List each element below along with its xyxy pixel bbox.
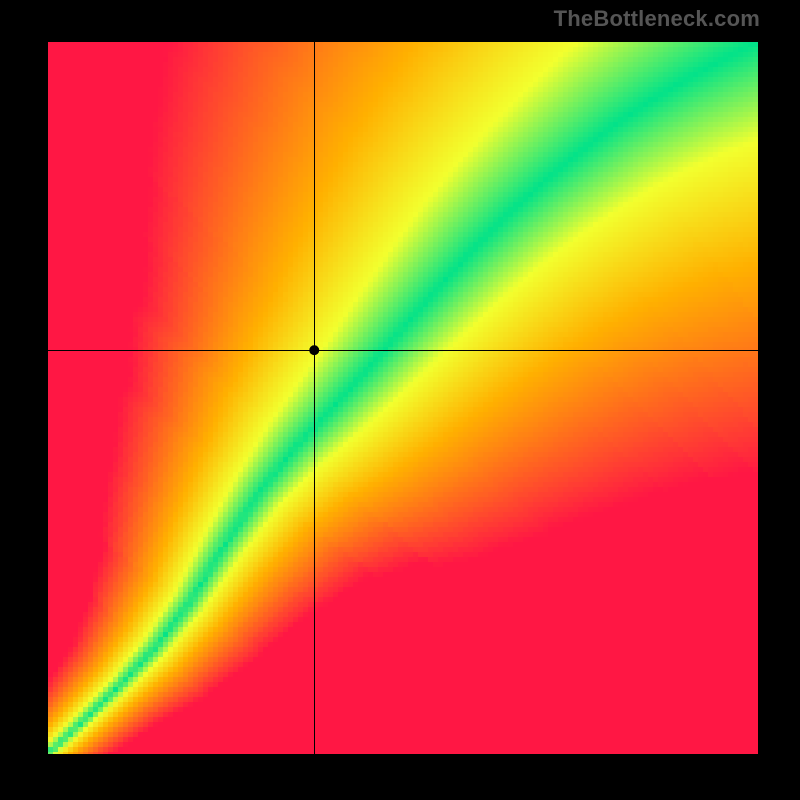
- bottleneck-heatmap: [48, 42, 758, 754]
- watermark-text: TheBottleneck.com: [554, 6, 760, 32]
- chart-container: TheBottleneck.com: [0, 0, 800, 800]
